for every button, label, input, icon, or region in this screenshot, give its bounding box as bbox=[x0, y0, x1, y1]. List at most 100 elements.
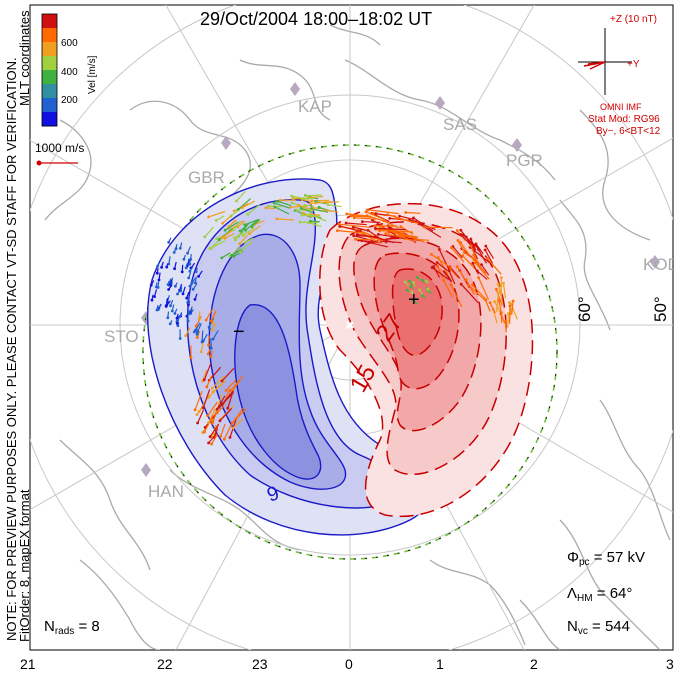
map-title: 29/Oct/2004 18:00–18:02 UT bbox=[200, 9, 433, 29]
velocity-vector bbox=[240, 240, 253, 253]
velocity-vector bbox=[219, 407, 233, 422]
station-label-kod: KOD bbox=[643, 255, 680, 274]
velocity-vector-origin bbox=[430, 253, 433, 256]
velocity-vector bbox=[228, 219, 236, 229]
velocity-vector-origin bbox=[170, 309, 174, 313]
velocity-vector-origin bbox=[194, 270, 198, 273]
velocity-vector bbox=[505, 321, 507, 333]
velocity-vector-origin bbox=[352, 216, 356, 220]
velocity-vector-origin bbox=[197, 275, 201, 278]
velocity-vector bbox=[438, 249, 451, 272]
velocity-vector bbox=[206, 375, 213, 388]
velocity-vector-origin bbox=[224, 389, 228, 392]
velocity-vector-origin bbox=[201, 406, 205, 410]
velocity-vector-origin bbox=[238, 229, 242, 233]
mlt-label-2: 2 bbox=[530, 656, 538, 672]
velocity-vector bbox=[365, 211, 386, 221]
coordinate-note: MLT coordinates bbox=[17, 10, 32, 106]
velocity-vector-origin bbox=[497, 291, 500, 295]
velocity-vector-origin bbox=[459, 233, 463, 236]
velocity-vector bbox=[400, 226, 414, 235]
colorbar-tick-400: 400 bbox=[61, 67, 78, 78]
velocity-vector-origin bbox=[264, 206, 268, 210]
velocity-vector-origin bbox=[234, 238, 237, 242]
velocity-vector-origin bbox=[373, 235, 377, 239]
velocity-vector bbox=[477, 249, 487, 264]
velocity-vector-origin bbox=[297, 203, 300, 207]
velocity-vector-origin bbox=[204, 318, 208, 322]
velocity-vector-origin bbox=[344, 221, 348, 225]
velocity-vector bbox=[476, 270, 488, 280]
velocity-vector-origin bbox=[243, 223, 247, 227]
velocity-vector bbox=[351, 215, 372, 218]
fit-order-note: FitOrder: 8, mapEX format bbox=[17, 489, 32, 642]
velocity-vector-origin bbox=[195, 413, 199, 416]
latitude-label-60: 60° bbox=[575, 296, 594, 322]
velocity-vector-origin bbox=[430, 266, 434, 269]
velocity-vector bbox=[185, 327, 191, 336]
velocity-vector bbox=[375, 227, 406, 231]
velocity-vector-origin bbox=[215, 407, 219, 411]
velocity-vector-origin bbox=[209, 346, 213, 350]
velocity-vector bbox=[346, 213, 372, 218]
colorbar-swatch bbox=[42, 112, 57, 127]
velocity-vector bbox=[232, 221, 241, 231]
velocity-vector-origin bbox=[388, 217, 392, 220]
velocity-vector bbox=[431, 267, 450, 281]
velocity-vector bbox=[436, 262, 448, 272]
velocity-vector-origin bbox=[194, 324, 198, 328]
velocity-vector bbox=[195, 315, 202, 327]
velocity-vector-origin bbox=[178, 246, 182, 250]
velocity-vector bbox=[452, 246, 463, 259]
velocity-vector-origin bbox=[186, 319, 190, 323]
velocity-vector-origin bbox=[200, 340, 204, 344]
velocity-vector-origin bbox=[218, 419, 222, 423]
velocity-vector-origin bbox=[405, 288, 409, 292]
velocity-vector bbox=[310, 220, 320, 223]
velocity-vector bbox=[315, 201, 333, 204]
velocity-vector-origin bbox=[231, 228, 235, 232]
velocity-vector bbox=[221, 390, 234, 405]
velocity-vector bbox=[460, 283, 479, 304]
velocity-vector-origin bbox=[202, 378, 206, 382]
velocity-vector-origin bbox=[423, 225, 426, 229]
velocity-vector-origin bbox=[300, 213, 304, 217]
velocity-vector-origin bbox=[166, 316, 170, 320]
velocity-vector bbox=[358, 239, 388, 248]
mlt-label-23: 23 bbox=[252, 656, 268, 672]
velocity-vector-origin bbox=[229, 214, 233, 218]
velocity-vector bbox=[231, 407, 247, 424]
velocity-vector-origin bbox=[207, 325, 211, 329]
velocity-vector bbox=[237, 198, 251, 210]
velocity-vector-origin bbox=[220, 379, 224, 383]
velocity-vector-origin bbox=[298, 220, 302, 224]
velocity-vector-origin bbox=[215, 411, 219, 415]
velocity-vector bbox=[474, 262, 490, 280]
velocity-vector-origin bbox=[228, 436, 232, 439]
velocity-vector-origin bbox=[168, 322, 172, 326]
vector-scale-arrow bbox=[36, 160, 78, 166]
velocity-vector-origin bbox=[150, 298, 154, 302]
velocity-vector-origin bbox=[364, 210, 368, 214]
velocity-vector-origin bbox=[187, 276, 191, 280]
velocity-vector bbox=[300, 207, 314, 214]
velocity-vector bbox=[502, 283, 506, 299]
velocity-vector-origin bbox=[244, 228, 248, 232]
velocity-vector-origin bbox=[190, 281, 194, 285]
velocity-vector bbox=[354, 217, 377, 220]
velocity-vector-origin bbox=[403, 280, 407, 284]
velocity-vector-origin bbox=[195, 332, 199, 336]
potential-min-marker: − bbox=[233, 321, 245, 343]
velocity-vector bbox=[197, 409, 205, 424]
velocity-vector bbox=[470, 238, 477, 251]
velocity-vector-origin bbox=[221, 402, 224, 406]
velocity-vector-origin bbox=[485, 257, 489, 260]
velocity-vector-origin bbox=[272, 201, 276, 205]
velocity-vector-origin bbox=[239, 250, 242, 254]
velocity-vector-origin bbox=[219, 435, 223, 438]
velocity-vector-origin bbox=[373, 224, 377, 228]
velocity-vector-origin bbox=[203, 235, 207, 239]
velocity-vector-origin bbox=[488, 301, 492, 305]
velocity-vector-origin bbox=[211, 337, 215, 341]
velocity-vector bbox=[355, 238, 371, 241]
